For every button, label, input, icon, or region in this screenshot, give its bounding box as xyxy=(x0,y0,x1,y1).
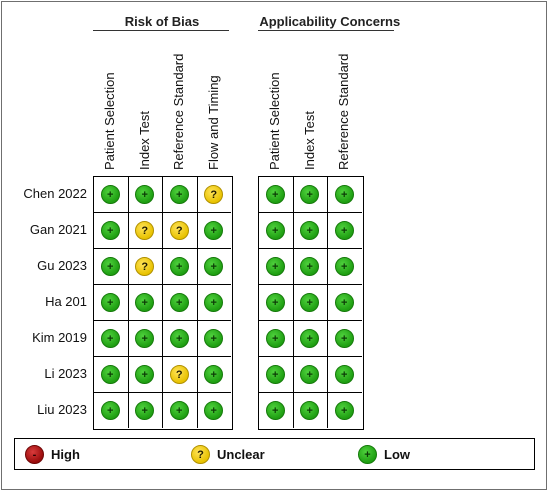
judgement-low: + xyxy=(204,400,224,420)
judgement-low: + xyxy=(334,328,354,348)
judgement-low: + xyxy=(265,220,285,240)
judgement-low: + xyxy=(135,364,155,384)
judgement-low: + xyxy=(169,256,189,276)
judgement-low: + xyxy=(265,292,285,312)
judgement-low: + xyxy=(100,184,120,204)
judgement-low: + xyxy=(265,256,285,276)
judgement-low: + xyxy=(265,328,285,348)
study-label: Ha 201 xyxy=(45,294,87,309)
judgement-low: + xyxy=(169,328,189,348)
judgement-low: + xyxy=(334,256,354,276)
group-title: Risk of Bias xyxy=(124,14,200,29)
judgement-low: + xyxy=(135,184,155,204)
judgement-low: + xyxy=(169,184,189,204)
judgement-low: + xyxy=(135,292,155,312)
judgement-low: + xyxy=(135,400,155,420)
judgement-low: + xyxy=(265,364,285,384)
judgement-low: + xyxy=(334,400,354,420)
judgement-low: + xyxy=(100,292,120,312)
grid-line xyxy=(93,212,231,213)
judgement-low: + xyxy=(300,220,320,240)
legend: - High? Unclear + Low xyxy=(14,438,535,470)
judgement-low: + xyxy=(204,292,224,312)
judgement-unclear: ? xyxy=(135,220,155,240)
judgement-low: + xyxy=(265,400,285,420)
group-title: Applicability Concerns xyxy=(259,14,401,29)
judgement-low: + xyxy=(100,220,120,240)
judgement-low: + xyxy=(100,256,120,276)
judgement-low: + xyxy=(334,184,354,204)
judgement-low: + xyxy=(300,184,320,204)
grid-line xyxy=(93,392,231,393)
grid-line xyxy=(327,176,328,428)
column-label: Flow and Timing xyxy=(205,75,221,170)
judgement-low: + xyxy=(204,328,224,348)
column-label: Index Test xyxy=(136,110,152,170)
legend-symbol-unclear: ? xyxy=(191,445,210,464)
column-label: Index Test xyxy=(301,110,317,170)
column-label: Reference Standard xyxy=(171,53,187,170)
judgement-low: + xyxy=(265,184,285,204)
legend-label: High xyxy=(51,447,80,462)
study-label: Gan 2021 xyxy=(29,222,87,237)
judgement-low: + xyxy=(135,328,155,348)
study-label: Liu 2023 xyxy=(37,402,87,417)
column-label: Reference Standard xyxy=(336,53,352,170)
grid-line xyxy=(93,248,231,249)
grid-line xyxy=(93,320,231,321)
judgement-low: + xyxy=(204,220,224,240)
study-label: Gu 2023 xyxy=(37,258,87,273)
grid-line xyxy=(93,284,231,285)
study-label: Li 2023 xyxy=(44,366,87,381)
grid-risk-of-bias xyxy=(93,176,233,430)
group-underline xyxy=(93,30,229,31)
judgement-low: + xyxy=(204,256,224,276)
column-label: Patient Selection xyxy=(267,72,283,170)
judgement-low: + xyxy=(169,400,189,420)
judgement-unclear: ? xyxy=(204,184,224,204)
judgement-low: + xyxy=(334,364,354,384)
legend-symbol-high: - xyxy=(25,445,44,464)
grid-applicability xyxy=(258,176,364,430)
study-label: Chen 2022 xyxy=(23,186,87,201)
grid-line xyxy=(127,176,129,428)
judgement-low: + xyxy=(300,256,320,276)
legend-label: Unclear xyxy=(217,447,265,462)
judgement-unclear: ? xyxy=(135,256,155,276)
grid-line xyxy=(258,320,362,321)
group-underline xyxy=(258,30,394,31)
grid-line xyxy=(196,176,198,428)
judgement-low: + xyxy=(300,292,320,312)
judgement-low: + xyxy=(204,364,224,384)
judgement-unclear: ? xyxy=(169,220,189,240)
legend-symbol-low: + xyxy=(358,445,377,464)
study-label: Kim 2019 xyxy=(32,330,87,345)
judgement-unclear: ? xyxy=(169,364,189,384)
grid-line xyxy=(258,212,362,213)
judgement-low: + xyxy=(100,364,120,384)
grid-line xyxy=(258,284,362,285)
grid-line xyxy=(258,356,362,357)
judgement-low: + xyxy=(334,220,354,240)
judgement-low: + xyxy=(169,292,189,312)
judgement-low: + xyxy=(300,328,320,348)
judgement-low: + xyxy=(300,400,320,420)
grid-line xyxy=(162,176,163,428)
legend-label: Low xyxy=(384,447,410,462)
grid-line xyxy=(258,248,362,249)
judgement-low: + xyxy=(100,328,120,348)
grid-line xyxy=(258,392,362,393)
grid-line xyxy=(292,176,294,428)
grid-line xyxy=(93,356,231,357)
judgement-low: + xyxy=(334,292,354,312)
judgement-low: + xyxy=(100,400,120,420)
judgement-low: + xyxy=(300,364,320,384)
column-label: Patient Selection xyxy=(102,72,118,170)
